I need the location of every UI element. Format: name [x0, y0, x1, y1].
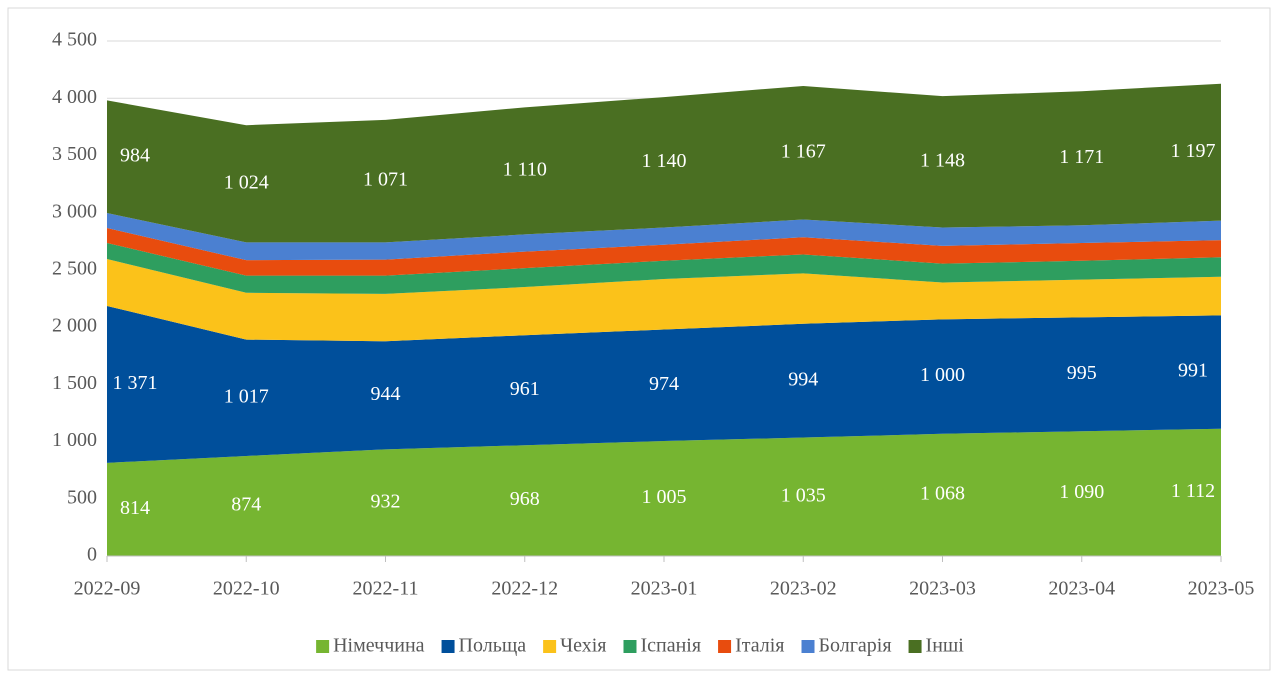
data-label: 995	[1067, 362, 1097, 384]
legend-label: Німеччина	[333, 635, 425, 657]
area	[107, 228, 1221, 276]
area	[107, 305, 1221, 463]
area	[107, 213, 1221, 261]
y-tick-label: 2 500	[52, 257, 97, 279]
x-tick-label: 2022-09	[74, 578, 141, 600]
data-label: 991	[1178, 360, 1208, 382]
data-label: 1 112	[1171, 480, 1215, 502]
y-tick-label: 1 500	[52, 372, 97, 394]
x-tick-label: 2023-05	[1188, 578, 1255, 600]
legend-swatch	[316, 640, 330, 653]
area	[107, 259, 1221, 342]
data-label: 932	[371, 490, 401, 512]
data-label: 1 197	[1171, 140, 1216, 162]
y-tick-label: 0	[87, 544, 97, 566]
data-label: 1 017	[224, 385, 269, 407]
data-label: 1 371	[113, 372, 158, 394]
data-label: 968	[510, 488, 540, 510]
legend-label: Італія	[735, 635, 784, 657]
x-tick-label: 2023-03	[909, 578, 976, 600]
x-tick-label: 2023-01	[631, 578, 698, 600]
legend-label: Польща	[459, 635, 527, 657]
data-label: 1 000	[920, 364, 965, 386]
x-tick-label: 2022-10	[213, 578, 280, 600]
data-label: 961	[510, 378, 540, 400]
y-tick-label: 3 500	[52, 143, 97, 165]
data-label: 1 110	[503, 158, 547, 180]
data-label: 1 005	[642, 486, 687, 508]
data-label: 1 090	[1059, 481, 1104, 503]
legend-swatch	[623, 640, 637, 653]
x-tick-label: 2023-02	[770, 578, 837, 600]
data-label: 1 140	[642, 150, 687, 172]
area	[107, 83, 1221, 243]
y-tick-label: 4 000	[52, 86, 97, 108]
data-label: 994	[788, 368, 818, 390]
y-tick-label: 500	[67, 486, 97, 508]
data-label: 1 167	[781, 140, 826, 162]
y-tick-label: 3 000	[52, 200, 97, 222]
area	[107, 242, 1221, 294]
legend-label: Болгарія	[819, 635, 892, 657]
data-label: 1 148	[920, 149, 965, 171]
legend-label: Інші	[926, 635, 965, 657]
legend-swatch	[543, 640, 557, 653]
area	[107, 428, 1221, 556]
data-label: 1 071	[363, 169, 408, 191]
y-tick-label: 4 500	[52, 29, 97, 51]
y-tick-label: 2 000	[52, 315, 97, 337]
data-label: 814	[120, 497, 150, 519]
legend-label: Іспанія	[640, 635, 701, 657]
data-label: 1 024	[224, 171, 269, 193]
data-label: 1 068	[920, 482, 965, 504]
legend-label: Чехія	[560, 635, 606, 657]
x-tick-label: 2023-04	[1048, 578, 1115, 600]
legend-swatch	[801, 640, 815, 653]
data-label: 1 035	[781, 484, 826, 506]
legend-swatch	[441, 640, 455, 653]
data-label: 1 171	[1059, 146, 1104, 168]
data-label: 944	[371, 383, 401, 405]
data-label: 874	[231, 494, 261, 516]
y-tick-label: 1 000	[52, 429, 97, 451]
x-tick-label: 2022-12	[491, 578, 558, 600]
legend-swatch	[718, 640, 732, 653]
legend-swatch	[908, 640, 922, 653]
x-tick-label: 2022-11	[353, 578, 419, 600]
data-label: 974	[649, 373, 679, 395]
data-label: 984	[120, 144, 150, 166]
